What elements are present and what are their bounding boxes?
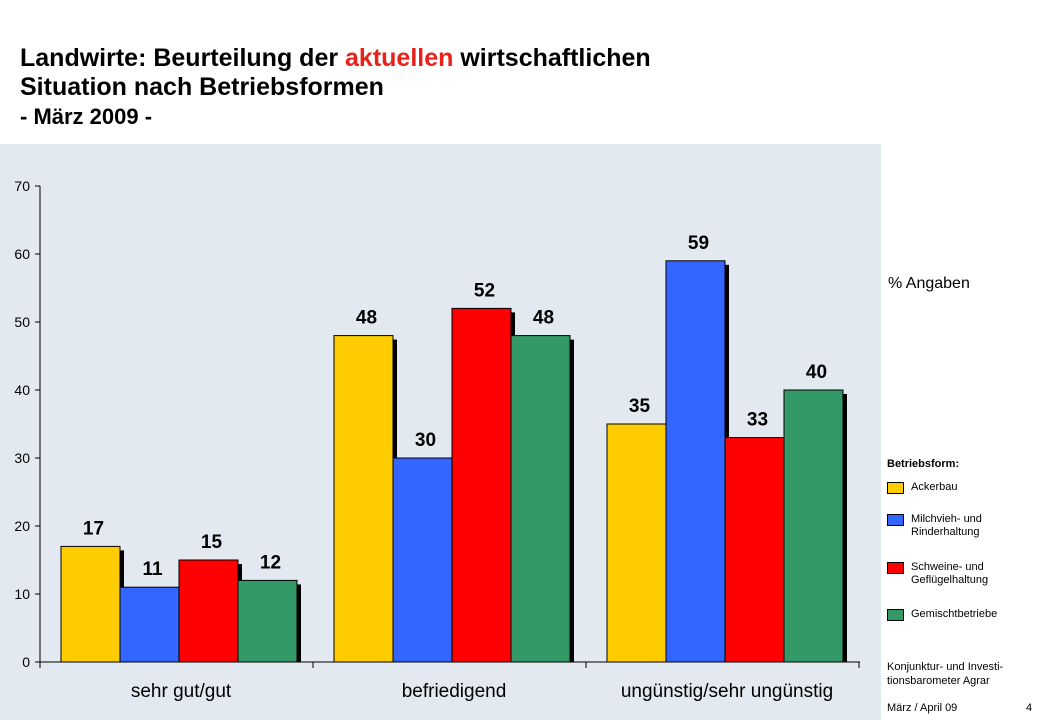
y-tick-label: 20 [14, 518, 30, 534]
y-tick-label: 60 [14, 246, 30, 262]
data-label: 35 [629, 396, 651, 417]
data-label: 48 [533, 308, 554, 329]
category-label: ungünstig/sehr ungünstig [621, 681, 833, 702]
y-tick-label: 50 [14, 314, 30, 330]
data-label: 59 [688, 233, 709, 254]
legend-swatch [887, 609, 904, 621]
legend-title: Betriebsform: [887, 458, 960, 470]
legend-swatch [887, 562, 904, 574]
category-label: sehr gut/gut [131, 681, 232, 702]
data-label: 40 [806, 362, 827, 383]
bar-3-2 [665, 260, 726, 663]
unit-label: % Angaben [888, 275, 970, 292]
data-label: 17 [83, 518, 104, 539]
legend-label: Milchvieh- und Rinderhaltung [911, 513, 982, 538]
bar-2-4 [510, 335, 571, 663]
data-label: 15 [201, 532, 223, 553]
data-label: 12 [260, 552, 281, 573]
data-label: 52 [474, 280, 495, 301]
title-accent-word: aktuellen [345, 44, 454, 72]
bar-1-3 [178, 559, 239, 663]
category-label: befriedigend [402, 681, 507, 702]
footer-date: März / April 09 [887, 702, 958, 714]
title-text-start: Landwirte: Beurteilung der [20, 44, 346, 72]
y-tick-label: 30 [14, 450, 30, 466]
bar-2-3 [451, 307, 512, 663]
axes-layer: sehr gut/gut befriedigend ungünstig/sehr u… [14, 178, 860, 702]
bar-3-4 [783, 389, 844, 663]
legend-swatch [887, 514, 904, 526]
y-tick-label: 40 [14, 382, 30, 398]
bar-2-1 [333, 335, 394, 663]
bar-1-2 [119, 586, 180, 663]
y-tick-label: 0 [22, 654, 30, 670]
legend-label: Ackerbau [911, 481, 958, 493]
data-label: 33 [747, 410, 768, 431]
data-label: 30 [415, 430, 436, 451]
title-line-2: Situation nach Betriebsformen [20, 73, 384, 101]
bar-3-3 [724, 437, 785, 663]
legend-swatch [887, 482, 904, 494]
bar-1-1 [60, 545, 121, 663]
legend-label: Gemischtbetriebe [911, 608, 998, 620]
chart-title: Landwirte: Beurteilung der aktuellen wir… [20, 44, 880, 131]
chart-subtitle: - März 2009 - [20, 104, 153, 129]
y-tick-label: 70 [14, 178, 30, 194]
legend-label: Schweine- und Geflügelhaltung [911, 561, 989, 586]
bar-2-2 [392, 457, 453, 663]
source-note: Konjunktur- und Investi- tionsbarometer … [887, 661, 1004, 687]
data-label: 11 [142, 559, 163, 580]
bar-1-4 [237, 579, 298, 663]
page-number: 4 [1026, 702, 1033, 714]
bar-3-1 [606, 423, 667, 663]
data-label: 48 [356, 308, 377, 329]
y-tick-label: 10 [14, 586, 30, 602]
bars-layer: 17 11 15 12 48 30 52 48 35 59 33 40 [60, 233, 847, 663]
title-text-end: wirtschaftlichen [453, 44, 651, 72]
